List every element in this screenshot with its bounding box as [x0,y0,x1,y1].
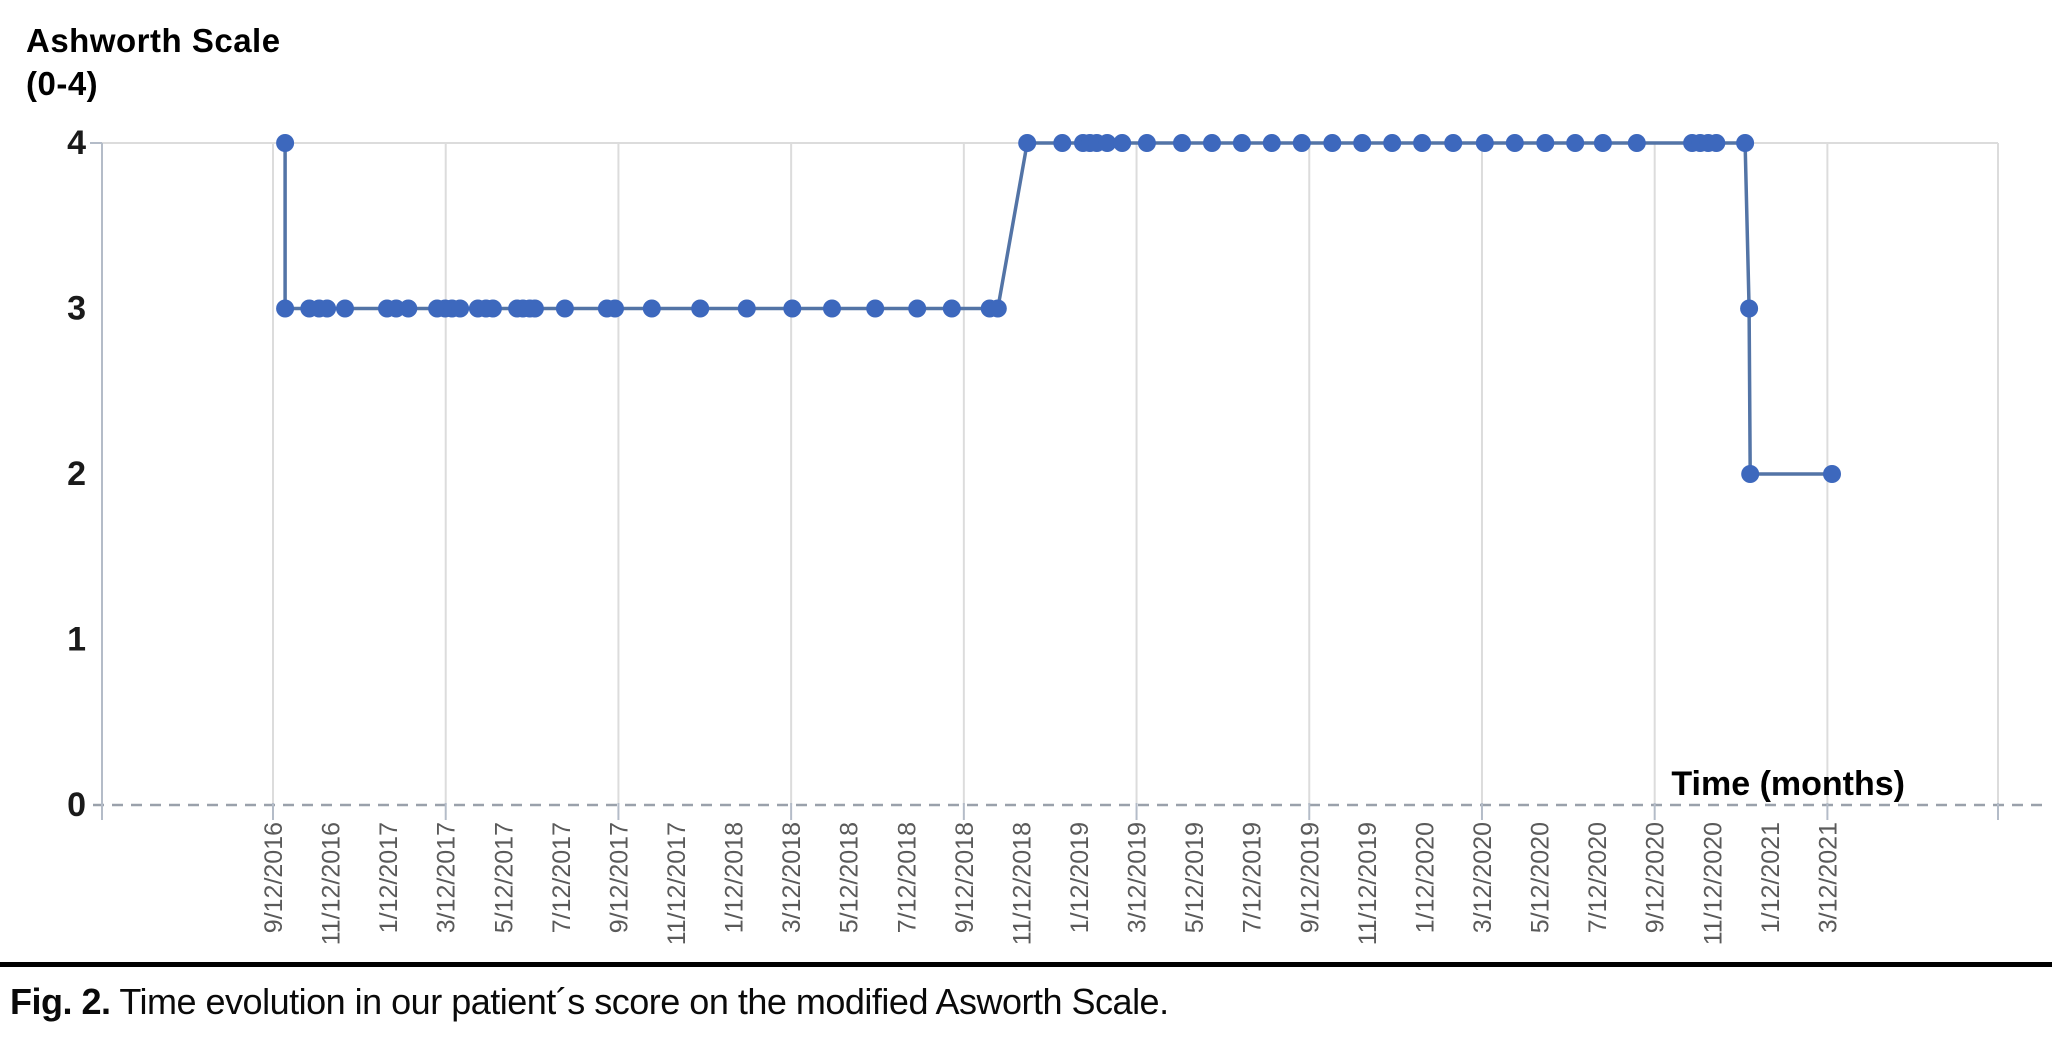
y-tick-label: 2 [67,455,86,493]
data-point [1173,134,1191,152]
data-point [691,299,710,318]
x-tick-label: 5/12/2019 [1181,822,1209,933]
data-point [988,299,1007,318]
data-point [1823,465,1841,483]
data-point [1323,134,1342,152]
data-point [1566,134,1585,152]
x-tick-label: 7/12/2020 [1584,822,1612,933]
chart-title: Ashworth Scale (0-4) [26,20,281,106]
data-point [1413,134,1432,152]
data-point [908,299,927,318]
x-tick-label: 7/12/2018 [893,822,921,933]
data-point [1741,465,1760,483]
data-point [1018,134,1037,152]
data-point [1232,134,1251,152]
x-tick-label: 7/12/2019 [1239,822,1267,933]
x-axis-title: Time (months) [1671,765,1905,803]
x-tick-label: 3/12/2019 [1124,822,1152,933]
data-point [783,299,802,318]
data-point [1353,134,1372,152]
x-tick-label: 5/12/2017 [490,822,518,933]
data-point [1740,299,1759,318]
data-point [1053,134,1072,152]
data-point [1736,134,1755,152]
data-point [823,299,841,318]
data-point [1707,134,1726,152]
figure-caption-label: Fig. 2. [10,981,111,1022]
data-point [483,299,502,318]
y-tick-label: 3 [67,290,86,328]
data-point [606,299,624,318]
ashworth-scale-chart: 9/12/2016 11/12/2016 1/12/2017 3/12/2017 5/1… [67,124,2048,945]
x-tick-label: 5/12/2018 [836,822,864,933]
data-point [1593,134,1612,152]
x-tick-label: 11/12/2019 [1354,822,1382,945]
chart-title-line2: (0-4) [26,64,99,102]
data-point [1536,134,1555,152]
data-point [1444,134,1463,152]
x-tick-label: 3/12/2017 [433,822,461,933]
data-point [451,299,470,318]
data-point [942,299,961,318]
x-tick-label: 11/12/2020 [1699,822,1727,945]
data-point [1505,134,1524,152]
x-tick-label: 11/12/2016 [318,822,346,945]
figure-caption: Fig. 2. Time evolution in our patient´s … [0,962,2052,1023]
x-tick-label: 3/12/2020 [1469,822,1497,933]
x-tick-label: 7/12/2017 [548,822,576,933]
data-point [1475,134,1494,152]
data-point [1203,134,1221,152]
data-point [1383,134,1402,152]
data-point [399,299,418,318]
x-tick-label: 9/12/2018 [951,822,979,933]
chart-title-line1: Ashworth Scale [26,22,281,59]
data-point [336,299,354,318]
data-point [555,299,574,318]
x-tick-label: 1/12/2017 [375,822,403,933]
data-point [642,299,661,318]
x-tick-label: 1/12/2021 [1757,822,1785,933]
data-point [1098,134,1117,152]
x-tick-label: 9/12/2020 [1642,822,1670,933]
y-tick-label: 0 [67,786,86,824]
x-tick-label: 3/12/2018 [778,822,806,933]
y-tick-label: 1 [67,621,86,659]
x-tick-label: 5/12/2020 [1527,822,1555,933]
data-point [525,299,544,318]
figure-caption-text: Time evolution in our patient´s score on… [110,981,1169,1022]
data-point [1627,134,1646,152]
x-tick-label: 11/12/2018 [1008,822,1036,945]
data-point [737,299,756,318]
data-point [318,299,337,318]
x-tick-label: 9/12/2016 [260,822,288,933]
data-point [276,299,295,318]
x-tick-label: 3/12/2021 [1814,822,1842,933]
x-tick-label: 1/12/2020 [1411,822,1439,933]
x-tick-label: 1/12/2018 [721,822,749,933]
x-tick-label: 9/12/2019 [1296,822,1324,933]
x-tick-label: 11/12/2017 [663,822,691,945]
data-point [1262,134,1281,152]
data-point [276,134,295,152]
data-point [866,299,885,318]
data-point [1113,134,1132,152]
data-point [1137,134,1156,152]
x-tick-label: 9/12/2017 [605,822,633,933]
data-point [1292,134,1311,152]
x-tick-label: 1/12/2019 [1066,822,1094,933]
y-tick-label: 4 [67,124,86,162]
